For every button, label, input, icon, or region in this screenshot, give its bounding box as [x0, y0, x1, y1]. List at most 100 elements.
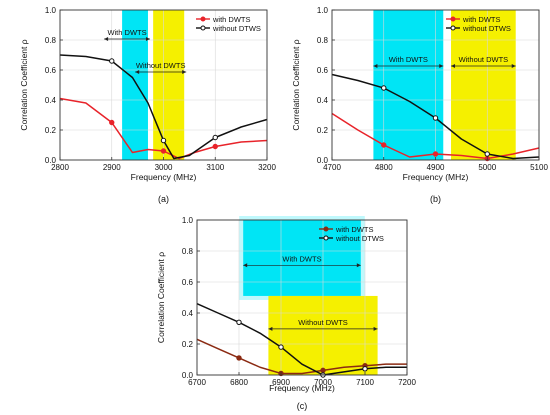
band-arrow: [373, 64, 444, 68]
x-tick-label: 4900: [427, 163, 445, 172]
legend-label-0: with DWTS: [462, 15, 501, 24]
legend-marker-1: [450, 25, 456, 31]
chart-panel-b: With DWTS Without DWTS 0.0 0.2 0.4 0.6 0.8 1.0 4…: [291, 6, 548, 204]
series-marker: [236, 355, 242, 361]
arrow-head-left: [135, 70, 140, 74]
series-marker: [212, 143, 218, 150]
band-label-without-dwts: Without DWTS: [136, 61, 186, 70]
x-tick-label: 5100: [530, 163, 548, 172]
y-tick-label: 1.0: [182, 216, 194, 225]
series-marker: [381, 85, 387, 91]
y-tick-label: 0.8: [45, 36, 57, 45]
x-tick-label: 5000: [478, 163, 496, 172]
y-tick-label: 0.2: [317, 126, 329, 135]
series-marker: [160, 137, 167, 144]
band-label-with-dwts: With DWTS: [282, 254, 321, 263]
x-tick-label: 3100: [206, 163, 224, 172]
band-arrow: [243, 263, 361, 268]
y-axis-label: Correlation Coefficient ρ: [156, 252, 166, 343]
x-axis-label: Frequency (MHz): [131, 172, 197, 182]
y-tick-label: 1.0: [317, 6, 329, 15]
series-marker: [109, 58, 115, 64]
legend-label-1: without DTWS: [335, 234, 384, 243]
y-tick-label: 0.2: [45, 126, 57, 135]
y-tick-label: 0.0: [317, 156, 329, 165]
legend-label-1: without DTWS: [462, 24, 511, 33]
arrow-head-right: [511, 64, 516, 68]
series-marker: [432, 151, 439, 157]
y-tick-label: 1.0: [45, 6, 57, 15]
x-tick-label: 3200: [258, 163, 276, 172]
legend-marker-0: [323, 226, 329, 232]
y-tick-label: 0.2: [182, 340, 194, 349]
x-tick-label: 2800: [51, 163, 69, 172]
legend-marker-0: [450, 16, 456, 22]
x-tick-label: 6800: [230, 378, 248, 387]
y-tick-label: 0.6: [182, 278, 194, 287]
plot-frame: [196, 219, 408, 376]
x-tick-label: 7000: [314, 378, 332, 387]
x-tick-label: 6900: [272, 378, 290, 387]
panel-caption: (a): [158, 194, 169, 204]
x-axis-label: Frequency (MHz): [269, 383, 335, 393]
legend-label-1: without DTWS: [212, 24, 261, 33]
series-marker: [320, 367, 326, 374]
arrow-head-left: [451, 64, 456, 68]
legend-marker-1: [200, 25, 206, 31]
x-tick-label: 4700: [323, 163, 341, 172]
band-label-without-dwts: Without DWTS: [298, 318, 348, 327]
series-marker: [109, 119, 115, 126]
series-marker: [381, 142, 387, 148]
arrow-head-left: [373, 64, 378, 68]
panel-caption: (c): [297, 401, 308, 411]
legend-label-0: with DWTS: [212, 15, 251, 24]
chart-panel-a: With DWTS Without DWTS 0.0 0.2 0.4 0.6 0.8 1.0 2…: [19, 6, 276, 204]
y-tick-label: 0.0: [182, 371, 194, 380]
series-marker: [212, 134, 218, 141]
band-arrow: [135, 70, 187, 74]
y-tick-label: 0.4: [182, 309, 194, 318]
series-marker: [236, 319, 242, 325]
series-marker: [278, 344, 284, 350]
legend-marker-0: [200, 16, 206, 22]
series-marker: [432, 115, 439, 121]
arrow-head-right: [182, 70, 187, 74]
arrow-head-right: [439, 64, 444, 68]
y-tick-label: 0.8: [317, 36, 329, 45]
panel-caption: (b): [430, 194, 441, 204]
chart-panel-c: With DWTS Without DWTS 0.0 0.2 0.4 0.6 0.8 1.0 6…: [156, 216, 416, 411]
arrow-head-right: [373, 326, 378, 331]
series-marker: [362, 366, 368, 372]
y-tick-label: 0.8: [182, 247, 194, 256]
x-tick-label: 6700: [188, 378, 206, 387]
y-tick-label: 0.4: [45, 96, 57, 105]
x-tick-label: 3000: [155, 163, 173, 172]
y-tick-label: 0.0: [45, 156, 57, 165]
y-tick-label: 0.6: [45, 66, 57, 75]
band-arrow: [268, 326, 378, 331]
band-with-dwts: [122, 10, 148, 160]
band-arrow: [451, 64, 516, 68]
arrow-head-left: [243, 263, 248, 268]
legend-label-0: with DWTS: [335, 225, 374, 234]
band-without-dwts: [451, 10, 516, 160]
band-label-with-dwts: With DWTS: [389, 55, 428, 64]
arrow-head-right: [356, 263, 361, 268]
arrow-head-left: [104, 37, 109, 41]
x-tick-label: 7100: [356, 378, 374, 387]
band-without-dwts: [153, 10, 185, 160]
band-with-dwts: [373, 10, 444, 160]
x-axis-label: Frequency (MHz): [403, 172, 469, 182]
band-arrow: [104, 37, 150, 41]
series-marker: [160, 148, 167, 154]
y-tick-label: 0.6: [317, 66, 329, 75]
y-axis-label: Correlation Coefficient ρ: [19, 39, 29, 130]
x-tick-label: 7200: [398, 378, 416, 387]
legend-marker-1: [323, 235, 329, 241]
y-axis-label: Correlation Coefficient ρ: [291, 39, 301, 130]
series-marker: [484, 151, 490, 157]
